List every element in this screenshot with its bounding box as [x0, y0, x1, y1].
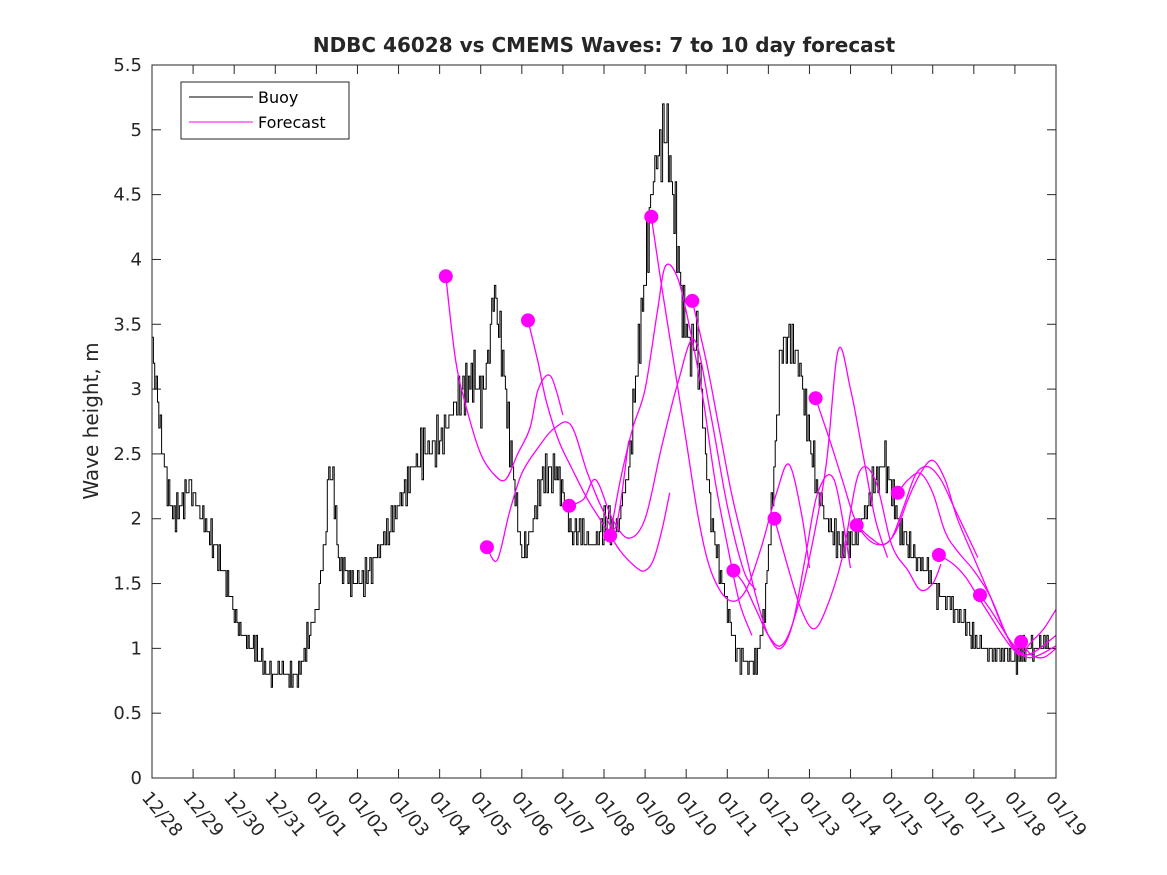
forecast-series-line	[938, 554, 1057, 656]
forecast-start-marker	[973, 588, 987, 603]
forecast-series-line	[650, 216, 811, 602]
y-tick-label: 4.5	[113, 185, 142, 206]
forecast-start-marker	[438, 269, 453, 284]
forecast-series-line	[568, 338, 757, 591]
forecast-series-line	[773, 465, 942, 630]
legend-forecast-label: Forecast	[258, 113, 326, 132]
legend-buoy-label: Buoy	[258, 88, 298, 107]
forecast-start-marker	[603, 528, 618, 543]
forecast-start-marker	[685, 293, 700, 308]
forecast-start-marker	[767, 511, 782, 526]
forecast-start-marker	[521, 313, 535, 328]
forecast-start-marker	[849, 518, 864, 533]
forecast-start-marker	[644, 209, 659, 224]
forecast-series-line	[897, 472, 1057, 656]
forecast-start-marker	[808, 391, 823, 406]
axes-box	[151, 64, 1057, 779]
forecast-series-line	[445, 276, 564, 482]
forecast-start-marker	[890, 485, 905, 500]
y-tick-label: 3	[131, 379, 142, 400]
y-tick-label: 1	[131, 638, 142, 659]
chart-title: NDBC 46028 vs CMEMS Waves: 7 to 10 day f…	[313, 33, 896, 57]
forecast-series-line	[732, 346, 889, 647]
forecast-series-line	[1020, 641, 1057, 659]
forecast-series-line	[609, 263, 753, 636]
forecast-start-marker	[1014, 634, 1029, 649]
y-tick-label: 0	[131, 768, 142, 789]
plot-area	[152, 103, 1057, 688]
buoy-series-line	[152, 103, 1055, 688]
y-tick-label: 1.5	[113, 574, 142, 595]
forecast-series-line	[979, 594, 1057, 659]
y-tick-label: 4	[131, 249, 142, 270]
forecast-start-marker	[562, 498, 577, 513]
y-tick-label: 3.5	[113, 314, 142, 335]
y-tick-label: 0.5	[113, 703, 142, 724]
y-tick-label: 5	[131, 120, 142, 141]
legend-box	[180, 81, 350, 140]
y-tick-label: 2	[131, 509, 142, 530]
y-tick-label: 2.5	[113, 444, 142, 465]
legend: Buoy Forecast	[180, 81, 350, 140]
forecast-start-marker	[726, 563, 741, 578]
forecast-start-marker	[931, 548, 946, 562]
forecast-series-line	[527, 320, 671, 572]
forecast-start-marker	[479, 540, 494, 555]
y-tick-label: 5.5	[113, 55, 142, 76]
y-axis-label: Wave height, m	[79, 342, 103, 499]
